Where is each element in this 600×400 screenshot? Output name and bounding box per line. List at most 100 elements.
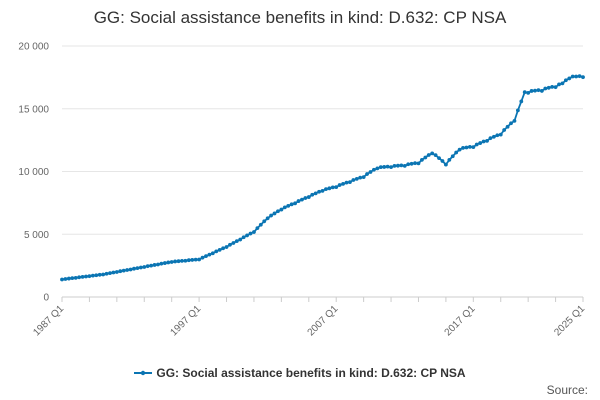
data-point[interactable]: [210, 251, 215, 256]
data-point[interactable]: [536, 88, 541, 93]
data-point[interactable]: [269, 213, 273, 218]
data-point[interactable]: [512, 119, 517, 123]
data-point[interactable]: [399, 163, 404, 168]
data-point[interactable]: [375, 166, 380, 171]
data-point[interactable]: [474, 142, 479, 147]
data-point[interactable]: [378, 165, 383, 170]
data-point[interactable]: [385, 164, 390, 169]
data-point[interactable]: [231, 241, 236, 245]
data-point[interactable]: [118, 269, 123, 274]
data-point[interactable]: [443, 162, 448, 167]
data-point[interactable]: [162, 261, 167, 265]
data-point[interactable]: [567, 76, 572, 81]
data-point[interactable]: [221, 246, 226, 251]
data-point[interactable]: [526, 91, 531, 95]
data-point[interactable]: [101, 272, 106, 277]
data-point[interactable]: [413, 161, 417, 166]
data-point[interactable]: [156, 262, 160, 267]
data-point[interactable]: [176, 259, 181, 264]
data-point[interactable]: [478, 141, 483, 145]
data-point[interactable]: [159, 261, 164, 266]
data-point[interactable]: [104, 271, 109, 276]
data-point[interactable]: [563, 78, 568, 83]
data-point[interactable]: [173, 259, 178, 264]
data-point[interactable]: [265, 216, 270, 221]
data-point[interactable]: [207, 252, 212, 257]
data-point[interactable]: [193, 257, 198, 262]
data-point[interactable]: [241, 235, 246, 240]
data-point[interactable]: [303, 196, 308, 200]
data-point[interactable]: [320, 188, 325, 193]
data-point[interactable]: [121, 268, 126, 273]
data-point[interactable]: [276, 209, 280, 214]
data-point[interactable]: [430, 151, 435, 156]
data-point[interactable]: [334, 185, 339, 189]
data-point[interactable]: [166, 260, 171, 265]
data-point[interactable]: [457, 147, 462, 152]
data-point[interactable]: [245, 233, 249, 238]
data-point[interactable]: [317, 189, 321, 194]
data-point[interactable]: [63, 277, 68, 281]
data-point[interactable]: [546, 85, 551, 90]
data-point[interactable]: [94, 273, 99, 278]
data-point[interactable]: [420, 157, 424, 162]
data-point[interactable]: [183, 258, 188, 263]
data-point[interactable]: [433, 153, 438, 158]
data-point[interactable]: [502, 128, 507, 132]
data-point[interactable]: [368, 170, 373, 174]
data-point[interactable]: [252, 230, 256, 234]
data-point[interactable]: [152, 263, 157, 267]
data-point[interactable]: [186, 258, 191, 263]
data-point[interactable]: [272, 211, 277, 216]
data-point[interactable]: [543, 86, 548, 91]
data-point[interactable]: [313, 191, 318, 196]
data-point[interactable]: [248, 231, 253, 236]
data-point[interactable]: [204, 254, 208, 259]
data-point[interactable]: [214, 249, 219, 254]
data-point[interactable]: [279, 207, 284, 212]
data-point[interactable]: [485, 138, 489, 143]
data-point[interactable]: [533, 88, 537, 93]
data-point[interactable]: [169, 260, 174, 264]
data-point[interactable]: [341, 182, 345, 186]
data-point[interactable]: [197, 257, 202, 262]
legend[interactable]: GG: Social assistance benefits in kind: …: [0, 365, 600, 380]
data-point[interactable]: [282, 205, 287, 210]
data-point[interactable]: [509, 121, 513, 126]
data-point[interactable]: [505, 124, 510, 129]
data-point[interactable]: [228, 242, 232, 247]
data-point[interactable]: [488, 136, 493, 141]
data-point[interactable]: [300, 197, 304, 202]
data-point[interactable]: [557, 82, 561, 87]
data-point[interactable]: [447, 157, 452, 162]
data-point[interactable]: [289, 202, 294, 207]
data-point[interactable]: [145, 264, 150, 269]
data-point[interactable]: [358, 175, 363, 180]
data-point[interactable]: [258, 222, 263, 227]
data-point[interactable]: [389, 165, 393, 170]
data-point[interactable]: [60, 277, 64, 282]
data-point[interactable]: [392, 163, 397, 168]
data-point[interactable]: [262, 219, 267, 224]
data-point[interactable]: [111, 270, 116, 275]
data-point[interactable]: [138, 265, 143, 270]
data-point[interactable]: [73, 275, 78, 280]
data-point[interactable]: [426, 153, 431, 157]
data-point[interactable]: [382, 165, 387, 169]
data-point[interactable]: [454, 150, 459, 155]
data-point[interactable]: [348, 180, 352, 184]
data-point[interactable]: [351, 178, 356, 182]
data-point[interactable]: [324, 187, 328, 192]
data-point[interactable]: [461, 146, 465, 150]
data-point[interactable]: [406, 162, 411, 167]
data-point[interactable]: [467, 144, 472, 149]
data-point[interactable]: [286, 204, 291, 208]
data-point[interactable]: [365, 172, 369, 176]
data-point[interactable]: [570, 74, 575, 79]
data-point[interactable]: [125, 268, 130, 272]
data-point[interactable]: [539, 89, 544, 93]
data-point[interactable]: [238, 237, 243, 242]
data-point[interactable]: [66, 276, 71, 281]
data-point[interactable]: [354, 176, 359, 181]
data-point[interactable]: [529, 89, 534, 93]
